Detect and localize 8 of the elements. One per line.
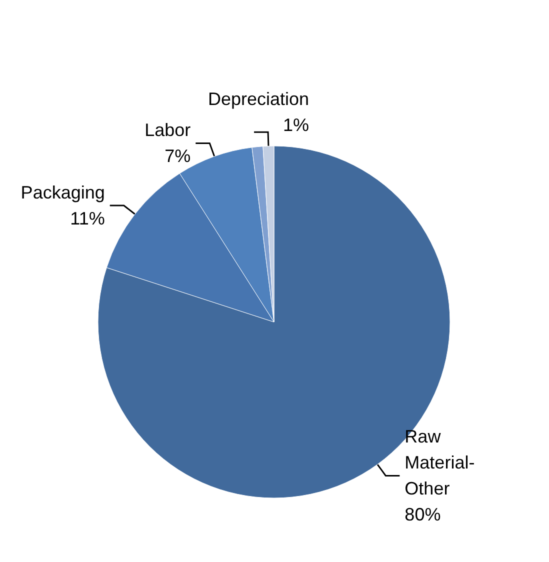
- data-label: 7%: [164, 146, 191, 166]
- slice-label: Packaging: [20, 182, 105, 203]
- data-label: 11%: [70, 208, 105, 229]
- data-label: 1%: [283, 115, 310, 136]
- slice-label: Labor: [144, 120, 191, 140]
- data-label: 80%: [404, 504, 441, 525]
- slice-label: Depreciation: [208, 89, 310, 110]
- slice-label: Raw Material-Other: [404, 426, 475, 499]
